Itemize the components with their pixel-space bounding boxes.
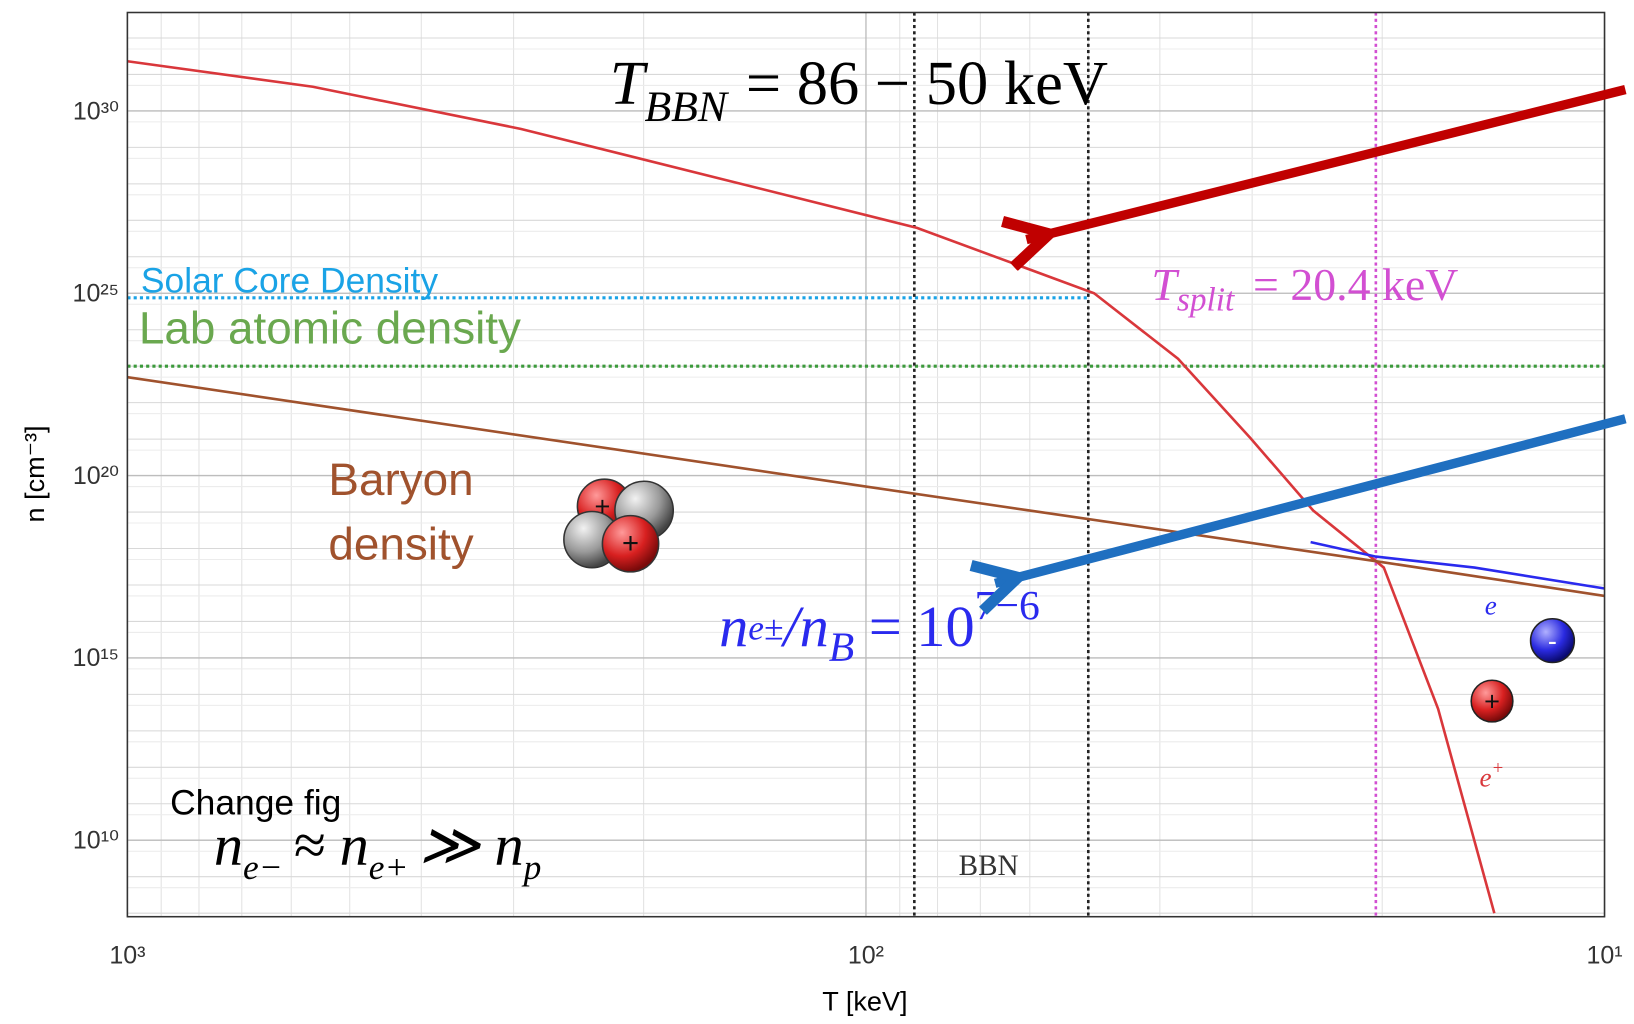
annotation-part: /n — [780, 594, 828, 659]
electron-icon: - — [1529, 617, 1576, 664]
annotation: TBBN = 86 − 50 keV — [610, 48, 1108, 131]
annotation-part: = 20.4 keV — [1253, 259, 1458, 310]
arrow — [1026, 85, 1627, 240]
y-axis-label: n [cm⁻³] — [19, 425, 50, 522]
annotation-part: BBN — [644, 83, 729, 131]
plot-frame — [126, 11, 1606, 918]
series-line — [127, 375, 1605, 598]
annotation-part: ≈ n — [293, 813, 369, 878]
series-line — [1310, 540, 1605, 590]
annotation: density — [328, 518, 473, 569]
svg-text:-: - — [1548, 625, 1557, 656]
reference-label: Solar Core Density — [141, 261, 438, 301]
plot — [127, 12, 1605, 917]
annotation: Change fig — [170, 783, 341, 823]
annotation: Tsplit = 20.4 keV — [1151, 259, 1458, 318]
labels: 10¹⁰ 10¹⁵ 10²⁰ 10²⁵ 10³⁰ 10³ 10² 10¹ Solar Core … — [73, 97, 1623, 969]
annotation-part: n — [719, 594, 748, 659]
annotation-part: p — [521, 847, 542, 887]
annotation: Baryon — [328, 454, 473, 505]
annotation: ne− ≈ ne+ ≫ np — [214, 813, 542, 888]
svg-text:+: + — [594, 491, 610, 522]
annotation: e+ — [1480, 758, 1505, 793]
svg-text:+: + — [1484, 685, 1500, 716]
annotation-part: = 86 − 50 keV — [746, 48, 1108, 118]
arrow — [995, 414, 1627, 584]
y-tick-label: 10²⁰ — [73, 462, 119, 490]
annotation: e — [1485, 591, 1497, 621]
x-tick-label: 10¹ — [1586, 942, 1622, 970]
annotation: ne±/nB = 107−6 — [719, 583, 1040, 671]
y-tick-label: 10²⁵ — [73, 280, 120, 308]
annotation-part: 7−6 — [975, 583, 1040, 629]
y-tick-label: 10¹⁵ — [73, 644, 120, 672]
annotation-part: T — [610, 48, 649, 118]
annotation-part: n — [214, 813, 243, 878]
annotation-part: split — [1177, 281, 1235, 318]
x-tick-label: 10² — [848, 942, 884, 970]
positron-icon: + — [1470, 679, 1514, 723]
annotation-part: e — [1480, 762, 1492, 792]
annotation-part: + — [1492, 758, 1505, 779]
y-tick-label: 10³⁰ — [73, 97, 119, 125]
y-tick-label: 10¹⁰ — [73, 827, 119, 855]
x-axis-label: T [keV] — [822, 985, 907, 1016]
annotation-part: e+ — [369, 847, 409, 887]
annotation-part: T — [1151, 259, 1180, 310]
annotation-part: e− — [243, 847, 283, 887]
svg-text:+: + — [622, 528, 639, 560]
annotation-part: B — [829, 624, 854, 670]
annotation: BBN — [959, 850, 1019, 882]
series-line — [127, 59, 1496, 914]
annotation-part: ≫ n — [419, 813, 524, 878]
annotation-part: e± — [748, 608, 783, 648]
grid — [126, 12, 1606, 917]
baryon-icon: + + — [563, 478, 675, 573]
x-tick-label: 10³ — [109, 942, 145, 970]
annotation-part: = 10 — [869, 594, 975, 659]
reference-label: Lab atomic density — [139, 302, 521, 353]
